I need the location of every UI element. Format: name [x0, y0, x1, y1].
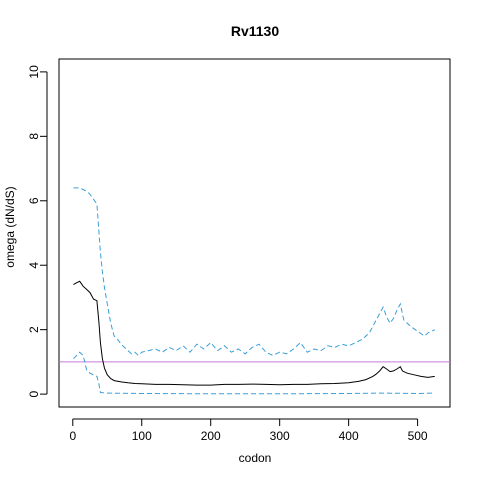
- x-tick-label: 400: [339, 429, 359, 443]
- x-tick-label: 200: [201, 429, 221, 443]
- y-tick-label: 4: [27, 262, 41, 269]
- y-axis-label: omega (dN/dS): [3, 186, 17, 267]
- y-axis: 0 2 4 6 8 10: [27, 65, 48, 397]
- y-tick-label: 8: [27, 133, 41, 140]
- chart-title: Rv1130: [231, 23, 279, 39]
- bound-line: [73, 351, 435, 395]
- plot-frame: [58, 58, 451, 408]
- x-tick-label: 300: [270, 429, 290, 443]
- x-tick-label: 0: [69, 429, 76, 443]
- x-tick-label: 100: [132, 429, 152, 443]
- y-tick-label: 2: [27, 326, 41, 333]
- bound-line: [73, 187, 436, 357]
- y-tick-label: 0: [27, 390, 41, 397]
- estimate-line: [73, 280, 435, 386]
- x-axis: 0 100 200 300 400 500: [69, 418, 428, 443]
- y-tick-label: 10: [27, 65, 41, 79]
- series-layer: [59, 187, 450, 395]
- x-tick-label: 500: [408, 429, 428, 443]
- y-tick-label: 6: [27, 197, 41, 204]
- x-axis-label: codon: [239, 451, 272, 465]
